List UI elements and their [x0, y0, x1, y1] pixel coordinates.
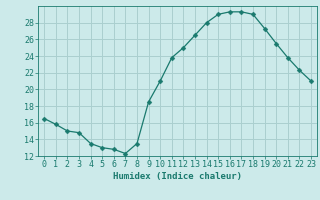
X-axis label: Humidex (Indice chaleur): Humidex (Indice chaleur) — [113, 172, 242, 181]
